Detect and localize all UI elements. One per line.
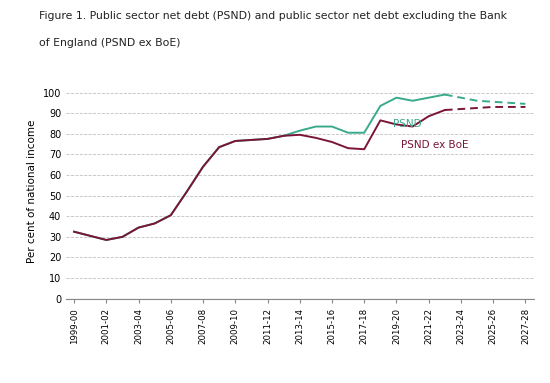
Y-axis label: Per cent of national income: Per cent of national income: [27, 120, 37, 263]
Text: of England (PSND ex BoE): of England (PSND ex BoE): [39, 38, 180, 48]
Text: Figure 1. Public sector net debt (PSND) and public sector net debt excluding the: Figure 1. Public sector net debt (PSND) …: [39, 11, 507, 21]
Text: PSND ex BoE: PSND ex BoE: [402, 140, 469, 150]
Text: PSND: PSND: [393, 119, 422, 129]
